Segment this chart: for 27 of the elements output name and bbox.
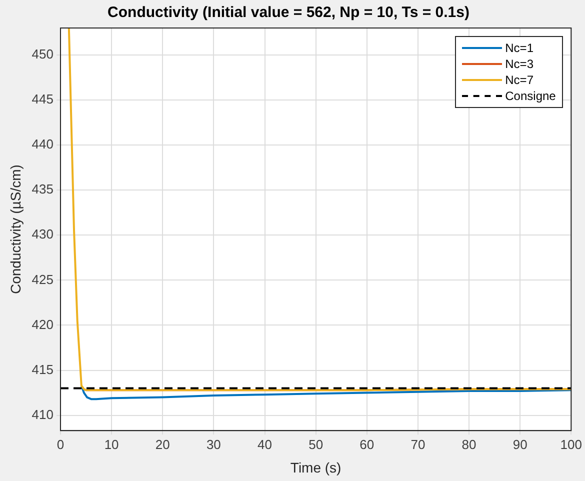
y-tick-label: 425 (32, 272, 54, 287)
y-tick-label: 445 (32, 92, 54, 107)
y-tick-label: 440 (32, 136, 54, 152)
y-tick-label: 450 (32, 46, 54, 62)
x-tick-label: 100 (560, 436, 582, 452)
x-tick-label: 20 (155, 436, 170, 452)
legend-label: Nc=3 (505, 57, 534, 71)
y-axis-title: Conductivity (µS/cm) (7, 164, 24, 294)
x-tick-label: 10 (104, 436, 119, 452)
legend-label: Consigne (505, 89, 556, 103)
x-tick-label: 70 (410, 436, 426, 452)
x-tick-label: 30 (206, 436, 221, 452)
y-tick-label: 430 (32, 226, 54, 242)
x-tick-label: 80 (462, 436, 476, 452)
x-tick-label: 60 (360, 436, 374, 452)
legend-label: Nc=1 (505, 41, 534, 55)
x-tick-label: 90 (512, 436, 528, 452)
x-tick-label: 50 (308, 436, 324, 452)
chart-title: Conductivity (Initial value = 562, Np = 10, Ts = 0.1s) (108, 4, 470, 22)
x-axis-title: Time (s) (290, 459, 342, 476)
x-tick-label: 0 (56, 436, 64, 452)
legend-label: Nc=7 (505, 73, 534, 87)
y-tick-label: 415 (32, 362, 54, 377)
y-tick-label: 435 (32, 182, 54, 197)
y-tick-label: 410 (32, 406, 54, 422)
x-tick-label: 40 (258, 436, 272, 452)
y-tick-label: 420 (32, 316, 54, 332)
